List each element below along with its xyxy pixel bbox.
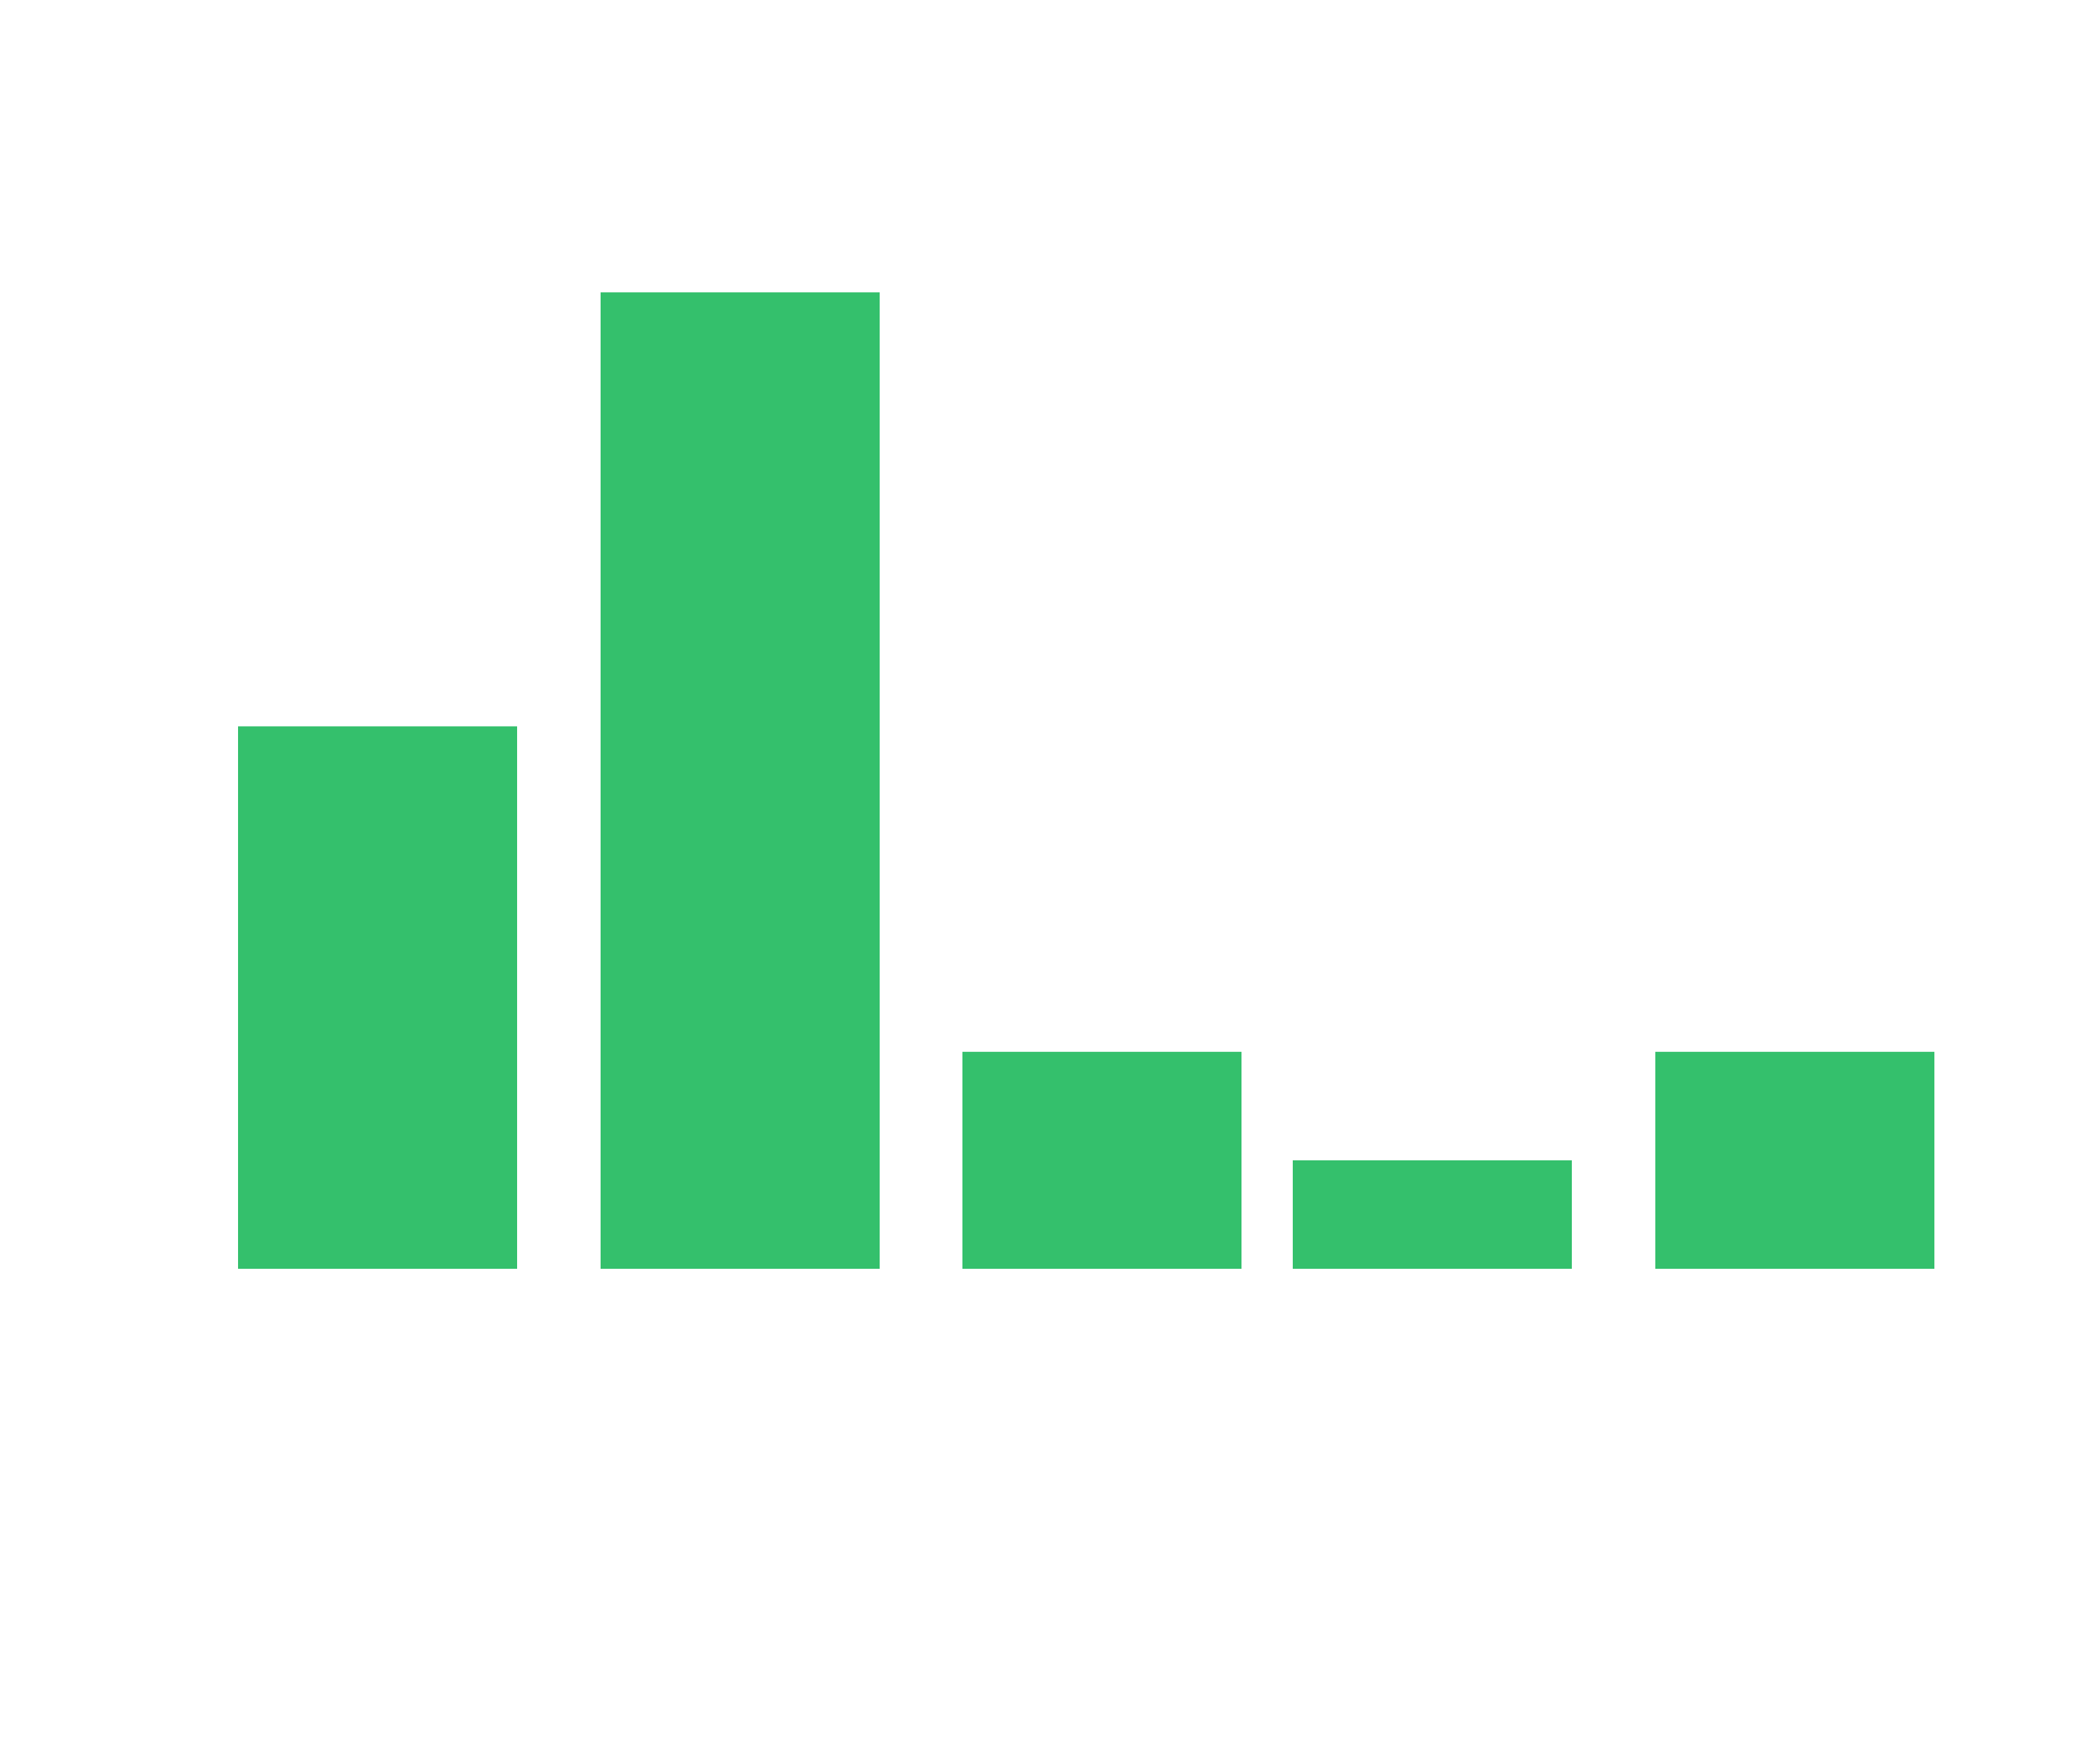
bar (601, 292, 880, 1270)
bar (1293, 1160, 1572, 1269)
bar (962, 1051, 1241, 1269)
bar (1655, 1051, 1934, 1269)
bar (238, 726, 517, 1269)
